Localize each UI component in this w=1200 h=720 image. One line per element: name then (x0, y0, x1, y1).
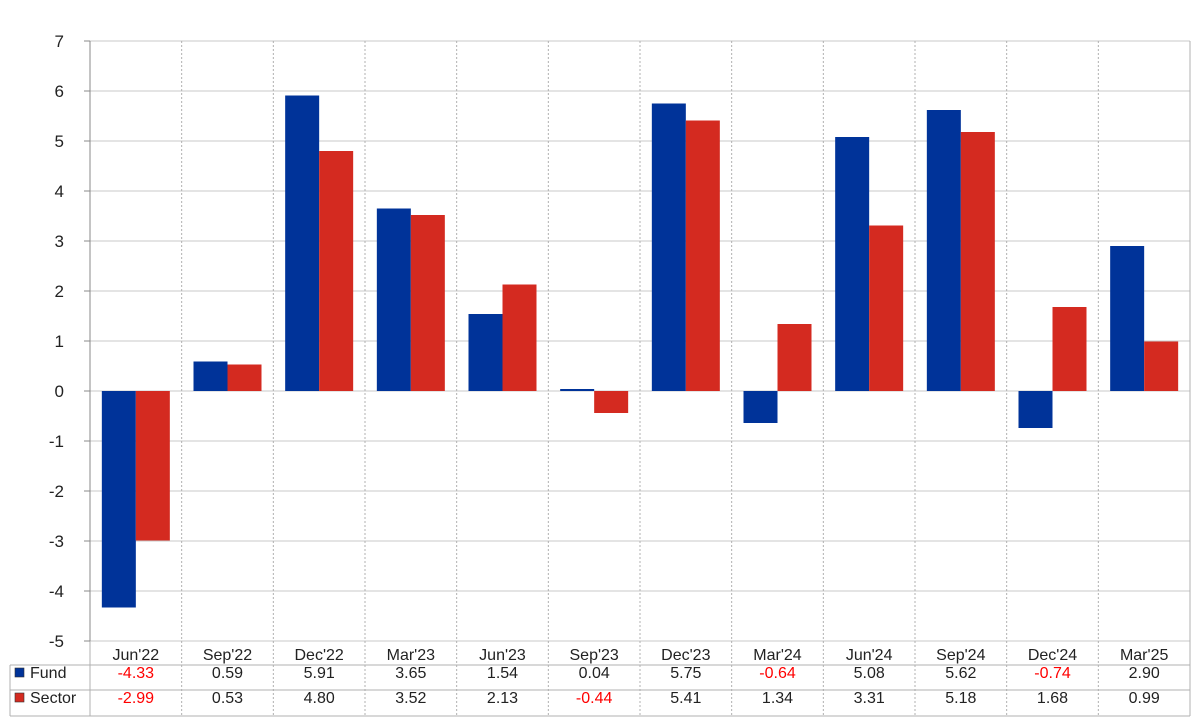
data-label-sector: 5.18 (945, 690, 976, 707)
legend-swatch-fund (14, 667, 25, 678)
data-label-sector: 1.34 (762, 690, 793, 707)
data-label-fund: 0.59 (212, 665, 243, 682)
axis-layer: 7 6 5 4 3 2 1 0 -1 -2 -3 -4 -5 (49, 32, 91, 651)
bar-sector-8 (869, 225, 904, 391)
bar-sector-3 (410, 215, 445, 391)
category-label: Dec'23 (661, 647, 710, 664)
data-label-sector: 0.99 (1129, 690, 1160, 707)
data-label-sector: 3.31 (854, 690, 885, 707)
bar-fund-4 (468, 314, 503, 391)
data-label-sector: 1.68 (1037, 690, 1068, 707)
data-label-sector: 5.41 (670, 690, 701, 707)
y-tick-label: 1 (55, 332, 64, 351)
y-tick-label: -2 (49, 482, 64, 501)
data-label-fund: -0.64 (759, 665, 796, 682)
y-tick-label: 3 (55, 232, 64, 251)
bar-sector-10 (1052, 307, 1087, 391)
bar-fund-11 (1110, 246, 1145, 391)
bar-sector-5 (594, 391, 629, 413)
y-tick-label: -1 (49, 432, 64, 451)
bar-fund-3 (376, 208, 411, 391)
bars-layer (101, 95, 1179, 608)
category-label: Mar'25 (1120, 647, 1169, 664)
y-tick-label: -5 (49, 632, 64, 651)
bar-sector-0 (135, 391, 170, 541)
bar-fund-8 (835, 137, 870, 391)
data-label-sector: -2.99 (118, 690, 155, 707)
legend-swatch-sector (14, 692, 25, 703)
y-tick-label: 4 (55, 182, 64, 201)
category-label: Dec'24 (1028, 647, 1077, 664)
category-label: Jun'22 (113, 647, 160, 664)
bar-fund-0 (101, 391, 136, 608)
y-tick-label: 0 (55, 382, 64, 401)
y-tick-label: 2 (55, 282, 64, 301)
data-label-fund: 1.54 (487, 665, 518, 682)
category-label: Jun'24 (846, 647, 893, 664)
category-label: Sep'24 (936, 647, 985, 664)
bar-fund-9 (926, 110, 961, 391)
data-label-fund: 5.75 (670, 665, 701, 682)
bar-fund-5 (560, 389, 595, 391)
data-label-sector: 0.53 (212, 690, 243, 707)
bar-fund-10 (1018, 391, 1053, 428)
legend-label-sector: Sector (30, 690, 77, 707)
data-label-sector: 3.52 (395, 690, 426, 707)
data-label-fund: 5.08 (854, 665, 885, 682)
category-label: Dec'22 (295, 647, 344, 664)
data-label-fund: 0.04 (579, 665, 610, 682)
bar-fund-6 (651, 103, 686, 391)
y-tick-label: 7 (55, 32, 64, 51)
bar-sector-2 (319, 151, 354, 391)
bar-sector-4 (502, 284, 537, 391)
category-label: Jun'23 (479, 647, 526, 664)
data-label-fund: 5.62 (945, 665, 976, 682)
data-label-fund: 2.90 (1129, 665, 1160, 682)
data-table: Jun'22 Sep'22 Dec'22 Mar'23 Jun'23 Sep'23 Dec'… (9, 647, 1190, 717)
data-label-sector: -0.44 (576, 690, 613, 707)
y-tick-label: -3 (49, 532, 64, 551)
data-label-fund: -4.33 (118, 665, 155, 682)
bar-sector-1 (227, 364, 262, 391)
bar-fund-7 (743, 391, 778, 423)
y-tick-label: 5 (55, 132, 64, 151)
y-tick-label: 6 (55, 82, 64, 101)
data-label-fund: -0.74 (1034, 665, 1071, 682)
data-label-sector: 2.13 (487, 690, 518, 707)
data-label-fund: 5.91 (304, 665, 335, 682)
legend-label-fund: Fund (30, 665, 66, 682)
category-label: Mar'23 (387, 647, 436, 664)
bar-sector-7 (777, 324, 812, 391)
bar-fund-2 (285, 95, 320, 391)
data-label-sector: 4.80 (304, 690, 335, 707)
data-label-fund: 3.65 (395, 665, 426, 682)
bar-fund-1 (193, 361, 228, 391)
category-label: Sep'22 (203, 647, 252, 664)
category-label: Sep'23 (570, 647, 619, 664)
bar-sector-6 (685, 120, 720, 391)
bar-sector-9 (960, 132, 995, 391)
bar-sector-11 (1144, 341, 1179, 391)
category-label: Mar'24 (753, 647, 802, 664)
y-tick-label: -4 (49, 582, 64, 601)
